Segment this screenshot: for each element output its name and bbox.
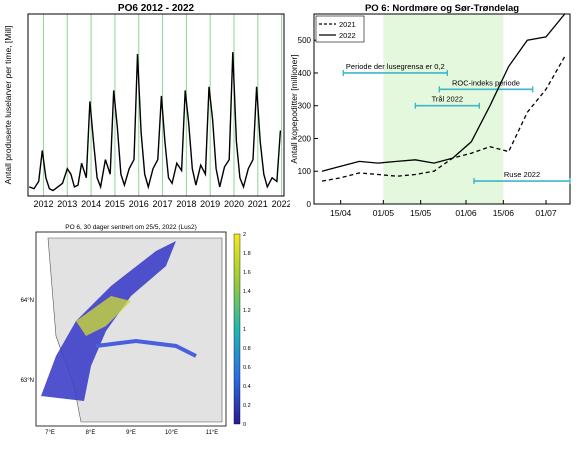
x-tick-label: 9°E (126, 430, 136, 436)
x-tick-label: 2015 (105, 199, 125, 209)
x-tick-label: 2021 (248, 199, 268, 209)
map-title: PO 6, 30 dager sentrert om 25/5, 2022 (L… (65, 224, 197, 231)
fjord-values (95, 338, 197, 358)
x-tick-label: 01/07 (535, 208, 557, 218)
plot-frame (313, 13, 571, 205)
colorbar-tick-label: 0.2 (243, 403, 251, 409)
x-tick-label: 2014 (81, 199, 101, 209)
x-tick-label: 01/06 (455, 208, 477, 218)
colorbar-tick-label: 0.6 (243, 365, 251, 371)
green-period-band (383, 14, 504, 204)
annotation-label: Periode der lusegrensa er 0,2 (346, 62, 445, 71)
y-tick-label: 64°N (21, 298, 34, 304)
x-tick-label: 2020 (224, 199, 244, 209)
x-tick-label: 2022 (272, 199, 290, 209)
colorbar-tick-label: 0.8 (243, 346, 251, 352)
legend-label: 2022 (339, 31, 356, 40)
y-axis-label: Antall produserte luselarver per time, [… (3, 26, 13, 185)
legend-label: 2021 (339, 20, 356, 29)
colorbar-tick-label: 1 (243, 327, 246, 333)
chart-title: PO 6: Nordmøre og Sør-Trøndelag (365, 3, 519, 14)
colorbar-tick-label: 1.2 (243, 308, 251, 314)
series-line (28, 52, 282, 192)
x-tick-label: 01/05 (373, 208, 395, 218)
colorbar-tick-label: 0.4 (243, 384, 251, 390)
plot-frame (27, 13, 285, 197)
plot-area (28, 14, 284, 196)
y-axis-label: Antall kopepoditter [millioner] (289, 54, 299, 163)
y-tick-label: 500 (298, 36, 312, 45)
map-lus2: PO 6, 30 dager sentrert om 25/5, 2022 (L… (20, 220, 260, 445)
annotation-label: Ruse 2022 (504, 170, 540, 179)
chart3-svg: PO 6, 30 dager sentrert om 25/5, 2022 (L… (21, 224, 251, 436)
x-tick-label: 15/06 (493, 208, 515, 218)
x-tick-label: 2018 (176, 199, 196, 209)
x-tick-label: 2016 (129, 199, 149, 209)
map-land (47, 237, 223, 423)
x-tick-label: 2013 (57, 199, 77, 209)
y-tick-label: 63°N (21, 378, 34, 384)
y-tick-label: 100 (298, 167, 312, 176)
x-tick-label: 11°E (206, 430, 219, 436)
x-tick-label: 2012 (33, 199, 53, 209)
colorbar-tick-label: 2 (243, 232, 246, 238)
chart-po6-timeseries: 2012 2013 2014 2015 2016 2017 2018 2019 2020 2021… (0, 0, 292, 214)
chart1-svg: 2012 2013 2014 2015 2016 2017 2018 2019 2020 2021… (3, 3, 292, 209)
legend-box (315, 15, 365, 43)
y-tick-label: 300 (298, 102, 312, 111)
series-line-2022 (321, 13, 566, 172)
x-tick-label: 15/04 (330, 208, 352, 218)
map-high-values (76, 296, 131, 336)
x-tick-label: 8°E (86, 430, 96, 436)
colorbar (233, 233, 241, 425)
x-tick-label: 10°E (165, 430, 178, 436)
y-tick-label: 400 (298, 69, 312, 78)
x-tick-label: 2019 (200, 199, 220, 209)
chart2-svg: 0 100 200 300 400 500 15/04 01/05 15/05 01/06 15/0… (289, 3, 571, 218)
x-tick-label: 2017 (153, 199, 173, 209)
colorbar-tick-label: 1.6 (243, 270, 251, 276)
chart-title: PO6 2012 - 2022 (118, 3, 195, 14)
annotation-label: ROC-indeks periode (452, 78, 520, 87)
colorbar-tick-label: 1.4 (243, 289, 251, 295)
colorbar-tick-label: 0 (243, 422, 246, 428)
annotation-label: Trål 2022 (432, 95, 463, 104)
chart-po6-kopepoditter: 0 100 200 300 400 500 15/04 01/05 15/05 01/06 15/0… (288, 0, 576, 232)
colorbar-tick-label: 1.8 (243, 251, 251, 257)
x-tick-label: 7°E (45, 430, 55, 436)
y-tick-label: 0 (307, 200, 312, 209)
x-tick-label: 15/05 (410, 208, 432, 218)
y-tick-label: 200 (298, 134, 312, 143)
